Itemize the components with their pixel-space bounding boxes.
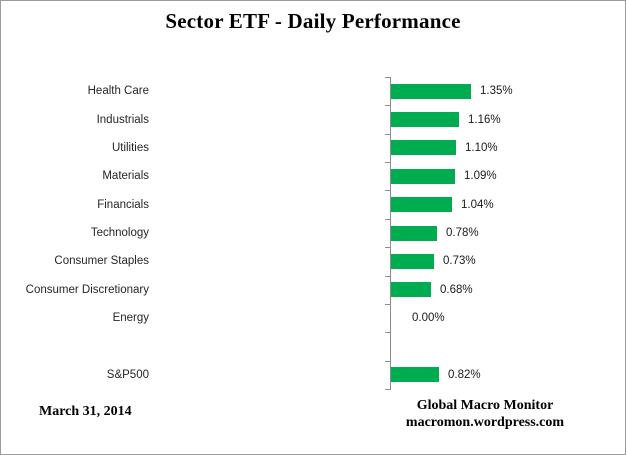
axis-tick: [385, 77, 391, 78]
category-label: Technology: [90, 227, 149, 239]
category-label: S&P500: [106, 368, 149, 381]
bar: [391, 282, 431, 298]
value-label: 1.35%: [480, 85, 513, 98]
value-label: 1.04%: [461, 198, 494, 211]
category-label: Health Care: [87, 85, 149, 98]
value-label: 1.10%: [465, 141, 498, 154]
bar: [391, 112, 459, 128]
value-label: 0.73%: [443, 255, 476, 268]
category-label: Consumer Staples: [54, 255, 149, 268]
value-label: 1.09%: [464, 170, 497, 183]
source-line2: macromon.wordpress.com: [405, 415, 565, 430]
axis-tick: [385, 133, 391, 135]
bar: [391, 168, 455, 184]
bar: [391, 367, 439, 383]
source-line1: Global Macro Monitor: [416, 398, 554, 413]
value-label: 0.82%: [448, 368, 481, 381]
value-label: 0.68%: [440, 283, 473, 296]
axis-tick: [385, 360, 391, 362]
chart-source: Global Macro Monitor macromon.wordpress.…: [379, 397, 591, 431]
bar: [391, 140, 456, 156]
value-label: 0.00%: [412, 312, 445, 325]
axis-tick: [385, 162, 391, 164]
axis-tick: [385, 332, 391, 334]
axis-tick: [385, 275, 391, 277]
bar: [391, 197, 452, 213]
category-label: Utilities: [111, 141, 149, 154]
y-axis-line: [390, 77, 391, 389]
axis-tick: [385, 247, 391, 249]
category-label: Industrials: [96, 113, 149, 126]
category-label: Energy: [112, 312, 149, 325]
value-label: 1.16%: [468, 113, 501, 126]
chart-title: Sector ETF - Daily Performance: [165, 9, 461, 33]
axis-tick: [385, 218, 391, 220]
bar: [391, 253, 434, 269]
category-label: Consumer Discretionary: [25, 283, 149, 296]
axis-tick: [385, 105, 391, 107]
axis-tick: [385, 303, 391, 305]
axis-tick: [385, 389, 391, 390]
value-label: 0.78%: [446, 227, 479, 239]
bar: [391, 225, 437, 241]
axis-tick: [385, 190, 391, 192]
bar: [391, 83, 471, 99]
category-label: Financials: [97, 198, 149, 211]
chart-date: March 31, 2014: [39, 404, 132, 419]
category-label: Materials: [102, 170, 149, 183]
